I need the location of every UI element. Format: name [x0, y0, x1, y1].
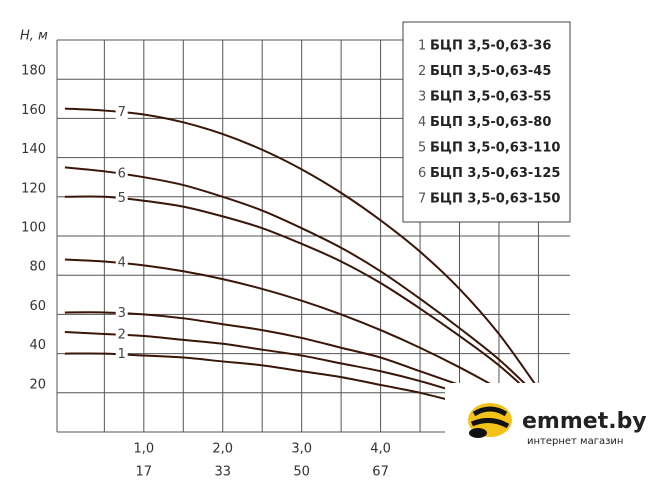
- curve: [64, 166, 540, 398]
- curve-label: 4: [118, 256, 126, 271]
- y-tick-label: 80: [29, 260, 46, 275]
- y-tick-label: 100: [21, 221, 46, 236]
- logo: emmet.by интернет магазин: [445, 383, 650, 504]
- curve-label-background: [115, 255, 128, 271]
- legend-number: 6: [418, 166, 426, 181]
- curve: [64, 258, 539, 414]
- x-tick-label: 2,0: [212, 442, 233, 457]
- curve-label-background: [115, 305, 128, 321]
- curve: [64, 107, 540, 390]
- legend-name: БЦП 3,5-0,63-80: [430, 115, 551, 130]
- y-tick-label: 180: [21, 64, 46, 79]
- legend-number: 1: [418, 39, 426, 54]
- x-tick-label: 1,0: [133, 442, 154, 457]
- logo-background: [445, 383, 650, 504]
- x-tick-label-secondary: 17: [136, 465, 153, 480]
- x-tick-label-secondary: 67: [372, 465, 389, 480]
- logo-bee-stripes: [470, 406, 510, 429]
- curve: [64, 195, 540, 402]
- legend-name: БЦП 3,5-0,63-150: [430, 192, 560, 207]
- legend-number: 4: [418, 115, 426, 130]
- curve-label-background: [115, 346, 128, 362]
- curve-label-background: [115, 190, 128, 206]
- curve-label-background: [115, 326, 128, 342]
- x-tick-label-secondary: 50: [293, 465, 310, 480]
- x-tick-label-secondary: 33: [214, 465, 231, 480]
- legend-number: 5: [418, 141, 426, 156]
- legend-name: БЦП 3,5-0,63-55: [430, 90, 551, 105]
- legend-name: БЦП 3,5-0,63-45: [430, 64, 551, 79]
- legend-number: 3: [418, 90, 426, 105]
- y-tick-label: 20: [29, 377, 46, 392]
- logo-tagline: интернет магазин: [527, 436, 623, 447]
- curve-label-background: [115, 104, 128, 120]
- curve-label-background: [115, 165, 128, 181]
- curve-label: 1: [118, 347, 126, 362]
- y-tick-label: 140: [21, 142, 46, 157]
- legend-number: 7: [418, 192, 426, 207]
- y-tick-label: 60: [29, 299, 46, 314]
- logo-name: emmet.by: [522, 409, 647, 434]
- legend-name: БЦП 3,5-0,63-125: [430, 166, 560, 181]
- x-tick-label: 4,0: [370, 442, 391, 457]
- y-tick-label: 40: [29, 338, 46, 353]
- x-tick-label: 3,0: [291, 442, 312, 457]
- y-axis-label: H, м: [20, 29, 48, 44]
- legend-number: 2: [418, 64, 426, 79]
- logo-bee-head: [469, 428, 487, 438]
- y-tick-label: 160: [21, 103, 46, 118]
- legend-name: БЦП 3,5-0,63-36: [430, 39, 551, 54]
- curve-label: 6: [118, 166, 126, 181]
- curve-label: 7: [118, 105, 126, 120]
- legend: [402, 21, 571, 223]
- legend-name: БЦП 3,5-0,63-110: [430, 141, 560, 156]
- curve-label: 2: [118, 327, 126, 342]
- curve-label: 5: [118, 191, 126, 206]
- curve-label: 3: [118, 306, 126, 321]
- y-tick-label: 120: [21, 181, 46, 196]
